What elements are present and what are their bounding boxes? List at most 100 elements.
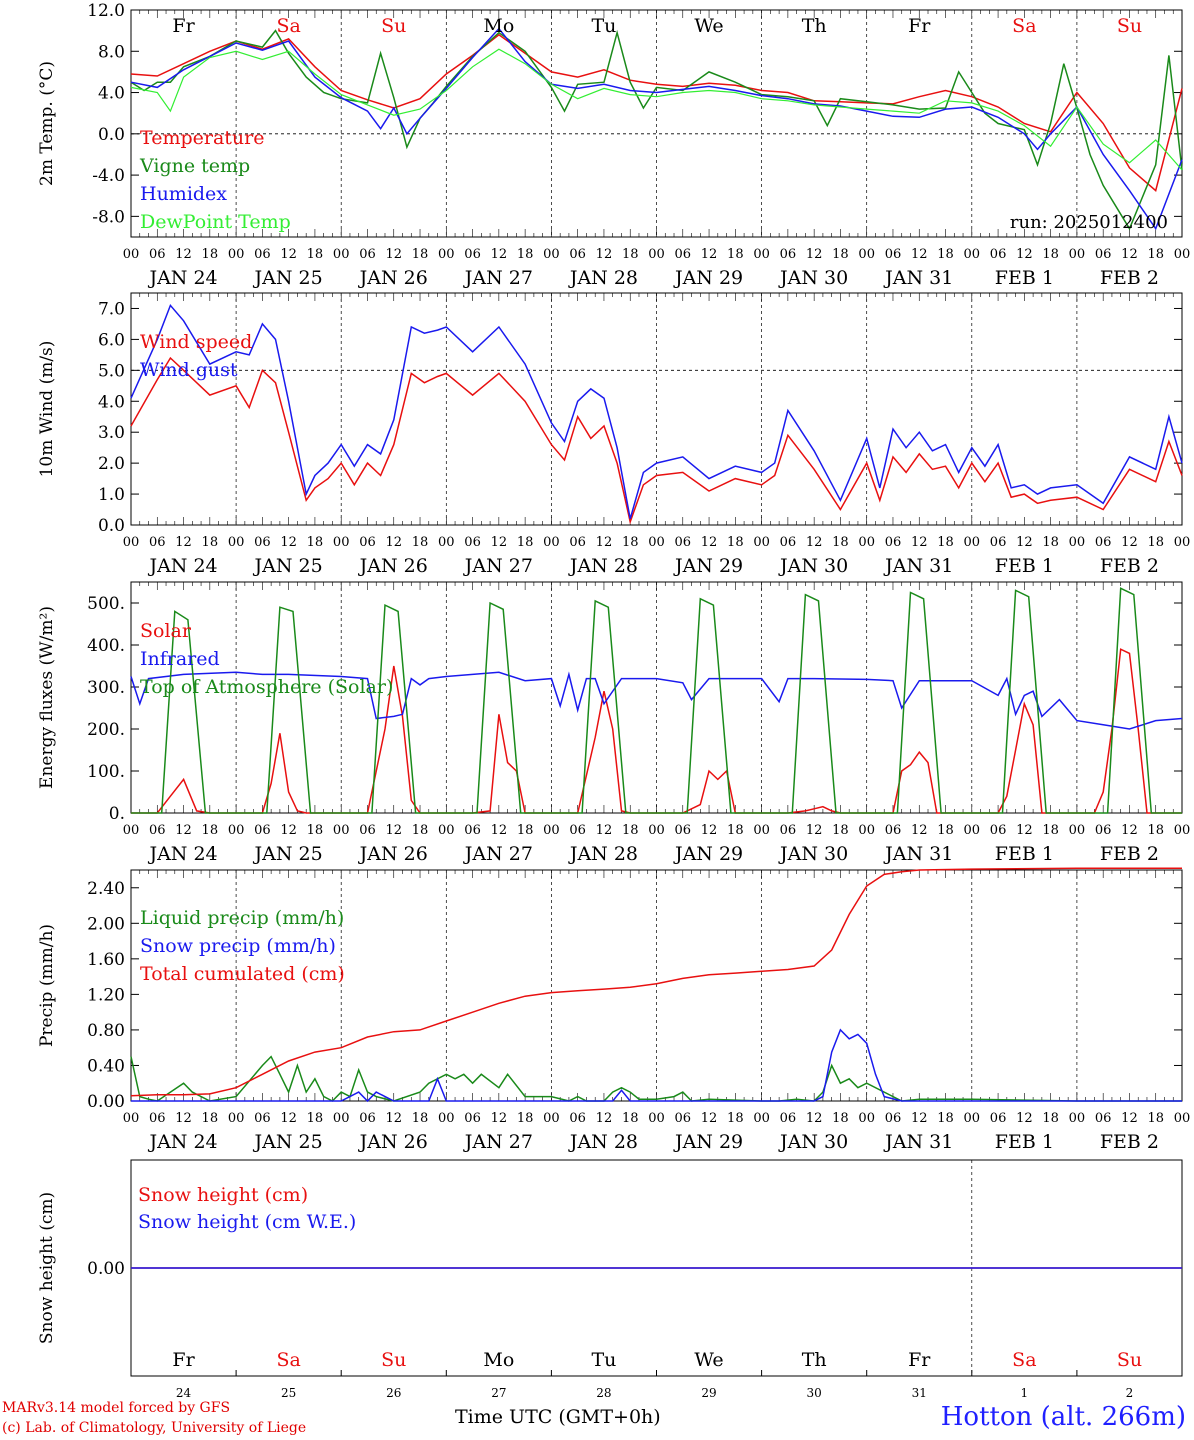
- x-hour-label: 06: [569, 1111, 586, 1126]
- x-hour-label: 00: [964, 247, 981, 262]
- x-day-label: JAN 29: [673, 843, 743, 865]
- x-hour-label: 12: [806, 1111, 823, 1126]
- x-hour-label: 06: [149, 823, 166, 838]
- x-hour-label: 00: [123, 823, 140, 838]
- x-hour-label: 12: [1016, 1111, 1033, 1126]
- x-hour-label: 12: [911, 1111, 928, 1126]
- x-hour-label: 18: [202, 535, 219, 550]
- x-hour-label: 06: [464, 247, 481, 262]
- x-hour-label: 06: [359, 535, 376, 550]
- x-day-label: JAN 25: [253, 1131, 323, 1153]
- x-day-label: JAN 28: [568, 267, 638, 289]
- x-hour-label: 00: [333, 1111, 350, 1126]
- x-day-label: JAN 25: [253, 555, 323, 577]
- x-hour-label: 00: [858, 823, 875, 838]
- y-tick-label: 0.80: [87, 1021, 125, 1041]
- weekday-label: Su: [1117, 15, 1142, 37]
- x-hour-label: 18: [517, 247, 534, 262]
- x-hour-label: 00: [543, 535, 560, 550]
- x-hour-label: 18: [937, 1111, 954, 1126]
- weekday-label: Fr: [172, 15, 195, 37]
- x-hour-label: 00: [228, 823, 245, 838]
- x-hour-label: 12: [911, 535, 928, 550]
- x-hour-label: 12: [280, 535, 297, 550]
- x-hour-label: 06: [254, 247, 271, 262]
- x-hour-label: 00: [964, 1111, 981, 1126]
- panel-3: 0.00 0.40 0.80 1.20 1.60 2.00 2.40 Precip (mm/h…: [37, 867, 1190, 1153]
- legend-entry: Vigne temp: [139, 155, 250, 177]
- weekday-label: Tu: [591, 15, 616, 37]
- x-day-label: JAN 30: [778, 1131, 848, 1153]
- x-day-label: FEB 2: [1100, 1131, 1159, 1153]
- day-number-label: 30: [807, 1386, 822, 1400]
- x-hour-label: 06: [254, 1111, 271, 1126]
- legend-entry: Humidex: [140, 183, 227, 205]
- x-hour-label: 00: [1069, 823, 1086, 838]
- credit-line-1: MARv3.14 model forced by GFS: [2, 1400, 231, 1416]
- weekday-label: Sa: [276, 15, 300, 37]
- series-line-2: [130, 27, 1183, 231]
- x-hour-label: 18: [1042, 823, 1059, 838]
- y-tick-label: 0.: [109, 804, 125, 824]
- x-hour-label: 06: [990, 823, 1007, 838]
- x-hour-label: 06: [675, 823, 692, 838]
- y-tick-label: 2.00: [87, 914, 125, 934]
- x-hour-label: 18: [727, 535, 744, 550]
- y-tick-label: 7.0: [98, 299, 125, 319]
- x-hour-label: 12: [911, 823, 928, 838]
- x-hour-label: 00: [438, 247, 455, 262]
- series-line-1: [130, 303, 1183, 520]
- x-hour-label: 00: [543, 247, 560, 262]
- x-hour-label: 00: [333, 823, 350, 838]
- series-line-0: [130, 33, 1183, 192]
- x-day-label: FEB 1: [995, 267, 1054, 289]
- x-hour-label: 06: [780, 247, 797, 262]
- y-tick-label: 200.: [87, 720, 125, 740]
- y-tick-label: 400.: [87, 636, 125, 656]
- legend-entry: DewPoint Temp: [140, 211, 291, 233]
- x-day-label: JAN 24: [147, 267, 217, 289]
- y-tick-label: 300.: [87, 678, 125, 698]
- x-hour-label: 00: [543, 1111, 560, 1126]
- series-line-0: [130, 1055, 1182, 1102]
- x-hour-label: 06: [569, 535, 586, 550]
- x-hour-label: 12: [175, 535, 192, 550]
- x-hour-label: 06: [149, 247, 166, 262]
- x-hour-label: 18: [622, 247, 639, 262]
- weekday-label: Mo: [483, 15, 514, 37]
- x-hour-label: 00: [438, 535, 455, 550]
- y-tick-label: 0.40: [87, 1056, 125, 1076]
- x-hour-label: 12: [596, 535, 613, 550]
- x-hour-label: 06: [254, 535, 271, 550]
- x-hour-label: 18: [517, 1111, 534, 1126]
- legend-entry: Liquid precip (mm/h): [140, 907, 344, 929]
- x-hour-label: 18: [832, 535, 849, 550]
- x-day-label: JAN 30: [778, 267, 848, 289]
- x-hour-label: 06: [990, 247, 1007, 262]
- x-hour-label: 06: [149, 535, 166, 550]
- x-day-label: JAN 28: [568, 843, 638, 865]
- x-hour-label: 06: [885, 823, 902, 838]
- legend-entry: Snow height (cm W.E.): [138, 1211, 356, 1233]
- weekday-label: Th: [802, 1349, 827, 1371]
- x-day-label: JAN 27: [463, 555, 533, 577]
- x-day-label: FEB 2: [1100, 843, 1159, 865]
- weekday-label: Su: [381, 1349, 406, 1371]
- x-hour-label: 12: [491, 247, 508, 262]
- series-line-1: [130, 671, 1183, 730]
- x-hour-label: 12: [701, 247, 718, 262]
- y-tick-label: 0.00: [87, 1259, 125, 1279]
- x-hour-label: 18: [622, 1111, 639, 1126]
- x-hour-label: 00: [964, 823, 981, 838]
- x-hour-label: 06: [885, 247, 902, 262]
- x-day-label: JAN 31: [883, 1131, 953, 1153]
- x-hour-label: 06: [990, 535, 1007, 550]
- x-hour-label: 18: [1042, 535, 1059, 550]
- x-hour-label: 18: [832, 1111, 849, 1126]
- x-day-label: JAN 29: [673, 267, 743, 289]
- y-tick-label: 2.0: [98, 454, 125, 474]
- x-hour-label: 00: [964, 535, 981, 550]
- x-hour-label: 18: [832, 247, 849, 262]
- x-hour-label: 06: [569, 823, 586, 838]
- x-day-label: JAN 28: [568, 1131, 638, 1153]
